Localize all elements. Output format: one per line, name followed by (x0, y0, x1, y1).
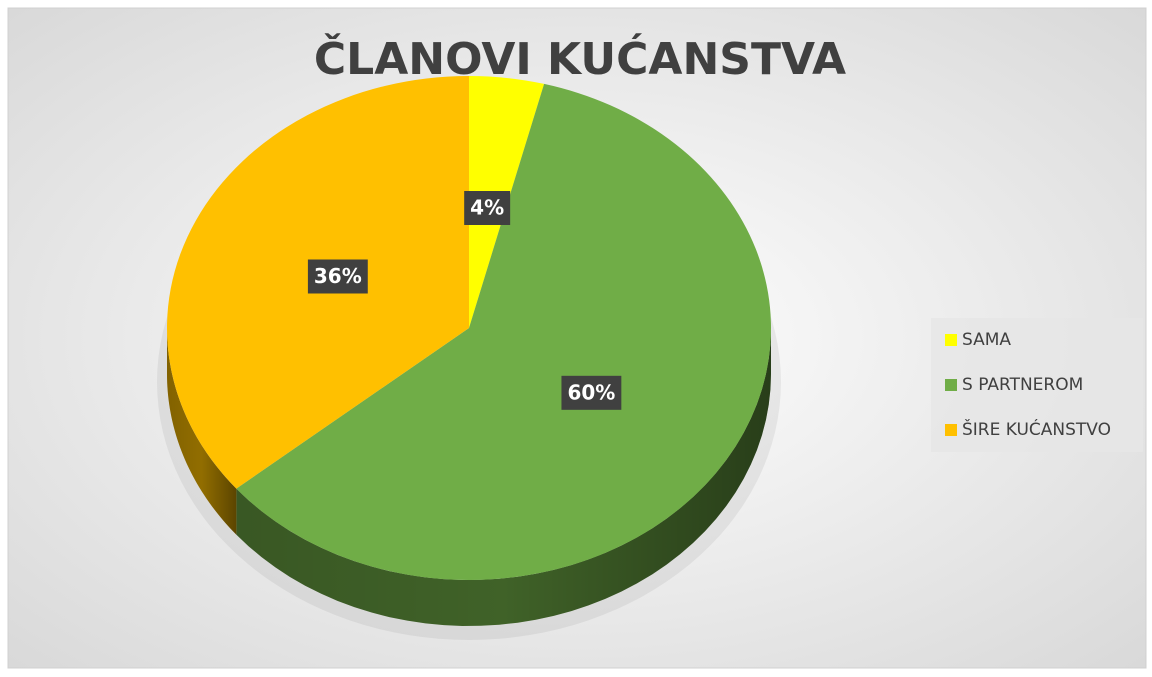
legend-swatch (945, 424, 957, 436)
data-label-text: 60% (567, 380, 615, 404)
chart-title: ČLANOVI KUĆANSTVA (314, 32, 846, 85)
legend-label: SAMA (962, 330, 1011, 350)
data-label: 4% (464, 190, 511, 225)
data-label-box (464, 190, 511, 225)
legend (931, 318, 1143, 452)
data-label-box (561, 375, 622, 410)
slice (236, 83, 771, 580)
data-label-text: 4% (470, 195, 504, 219)
data-label-text: 36% (314, 264, 362, 288)
legend-label: ŠIRE KUĆANSTVO (962, 418, 1111, 440)
slice-side-shade (236, 328, 772, 626)
data-label: 60% (561, 375, 622, 410)
legend-swatch (945, 334, 957, 346)
legend-swatch (945, 379, 957, 391)
slice-side-shade (167, 328, 237, 535)
data-label: 36% (307, 259, 368, 294)
legend-label: S PARTNEROM (962, 375, 1083, 395)
data-label-box (307, 259, 368, 294)
